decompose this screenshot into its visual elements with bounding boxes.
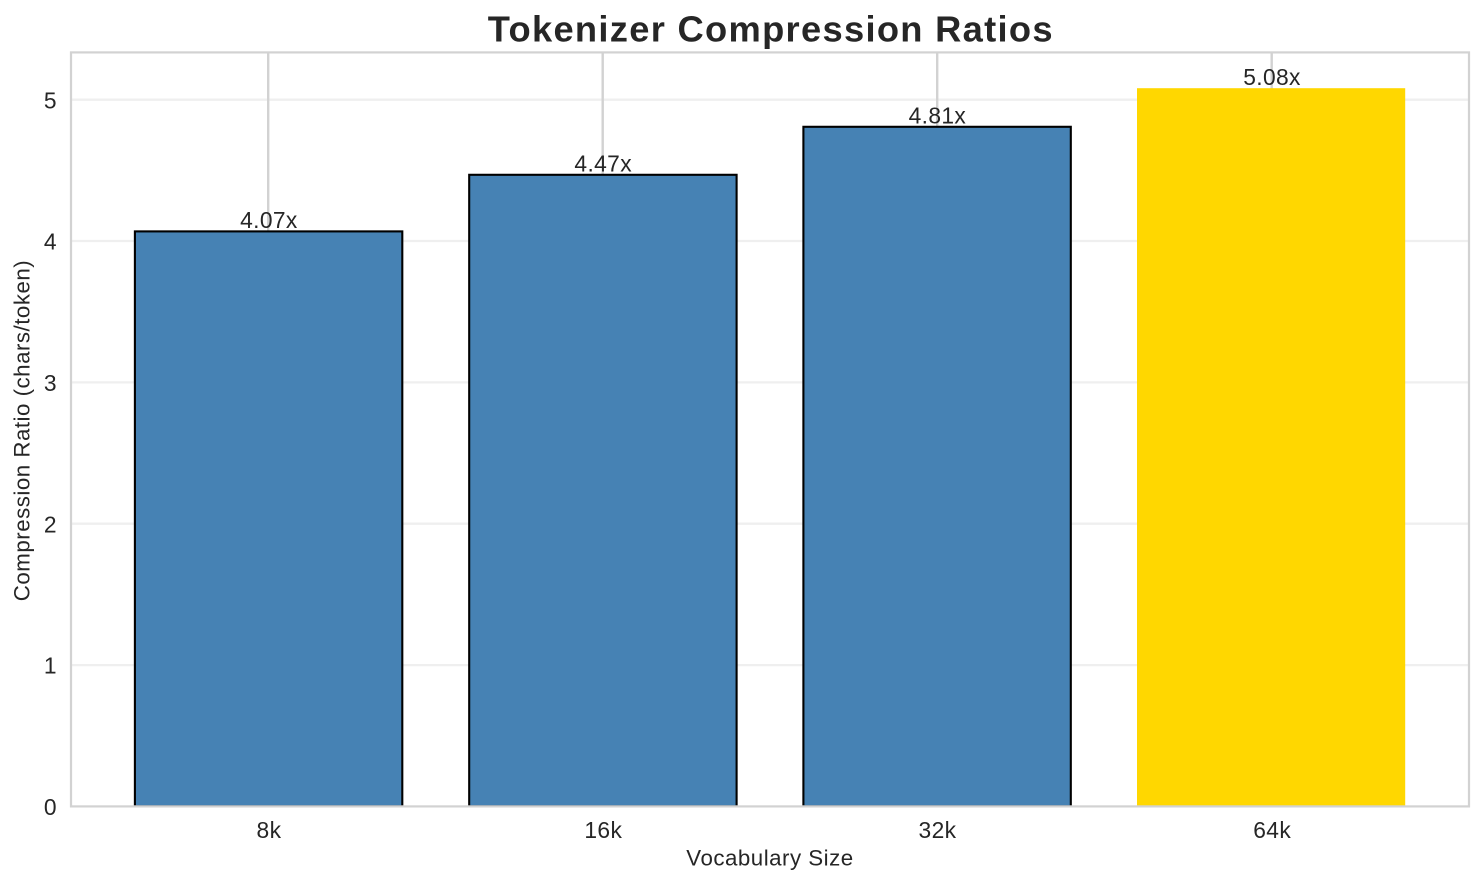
svg-text:Compression Ratio (chars/token: Compression Ratio (chars/token) [10,260,35,601]
svg-text:5: 5 [44,87,57,113]
svg-text:Tokenizer Compression Ratios: Tokenizer Compression Ratios [488,9,1054,50]
svg-text:4.47x: 4.47x [574,150,632,176]
svg-text:2: 2 [44,511,57,537]
svg-text:4: 4 [44,229,57,255]
svg-text:5.08x: 5.08x [1243,64,1301,90]
svg-text:4.07x: 4.07x [240,207,298,233]
svg-text:Vocabulary Size: Vocabulary Size [686,845,853,870]
svg-text:8k: 8k [257,817,282,843]
svg-text:4.81x: 4.81x [909,102,967,128]
svg-text:3: 3 [44,370,57,396]
svg-text:1: 1 [44,653,57,679]
svg-text:16k: 16k [584,817,622,843]
svg-text:64k: 64k [1253,817,1291,843]
svg-text:0: 0 [44,794,57,820]
svg-text:32k: 32k [919,817,957,843]
